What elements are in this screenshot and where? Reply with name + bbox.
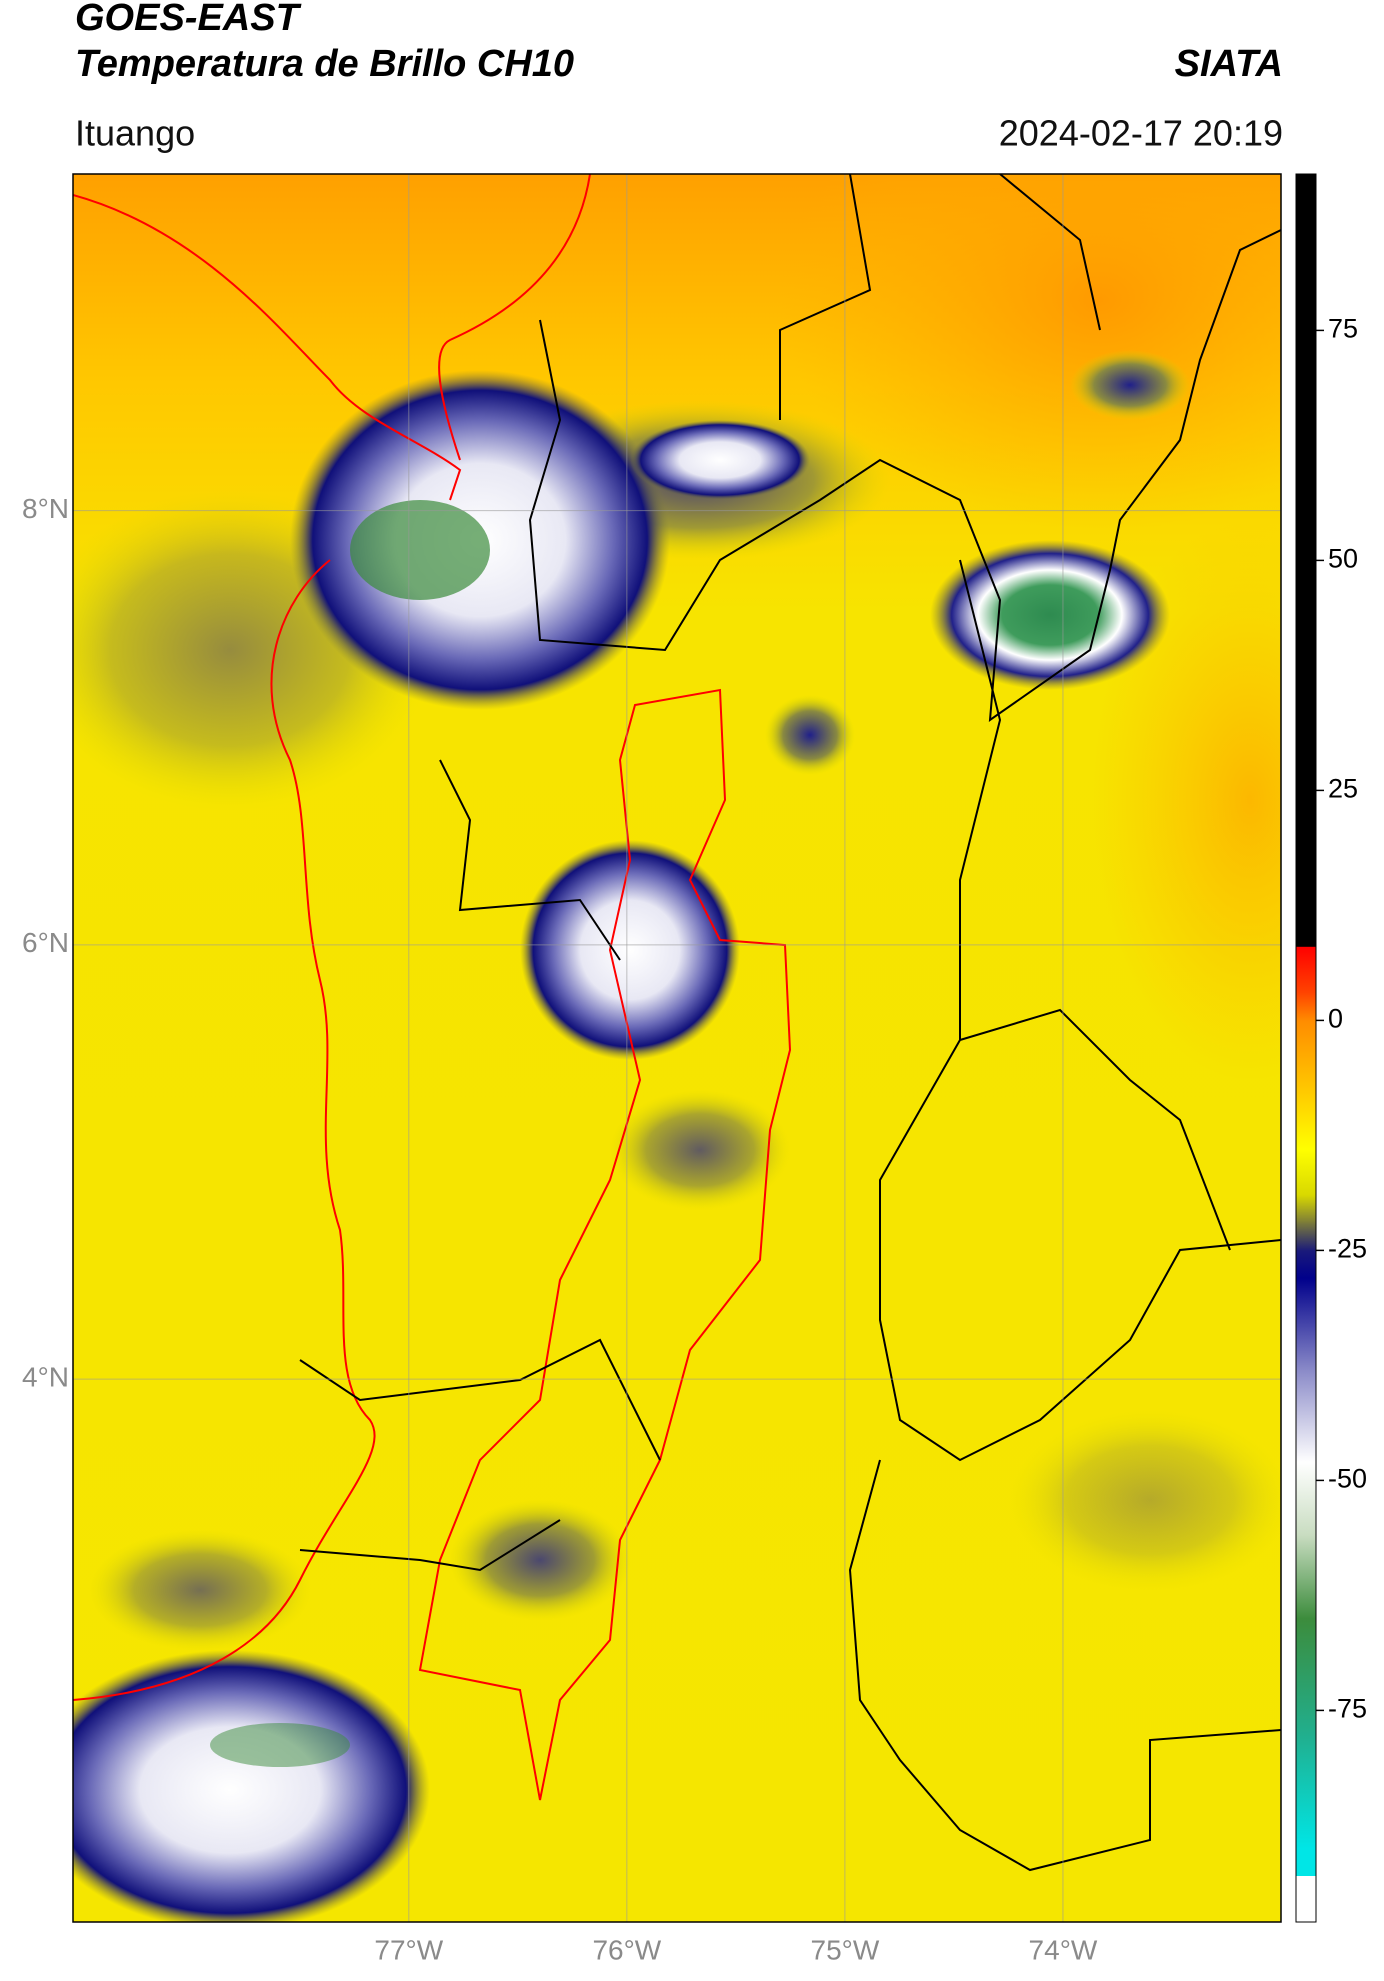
x-tick-label: 75°W xyxy=(811,1934,880,1965)
colorbar-label: -25 xyxy=(1328,1234,1367,1264)
satellite-image xyxy=(73,174,1281,1922)
datetime: 2024-02-17 20:19 xyxy=(999,113,1283,154)
x-tick-label: 77°W xyxy=(374,1934,443,1965)
colorbar-segment xyxy=(1296,1848,1316,1877)
cloud xyxy=(520,840,740,1060)
location: Ituango xyxy=(75,113,195,154)
colorbar-segment xyxy=(1296,1370,1316,1463)
cloud xyxy=(73,1650,430,1922)
colorbar-segment xyxy=(1296,1462,1316,1537)
map-frame xyxy=(72,173,1282,1923)
cloud xyxy=(765,695,855,775)
colorbar-segment xyxy=(1296,946,1316,994)
cloud xyxy=(630,420,810,500)
colorbar-segment xyxy=(1296,1738,1316,1849)
storm xyxy=(930,540,1170,690)
colorbar-label: 75 xyxy=(1328,314,1358,344)
cloud xyxy=(1070,350,1190,420)
cloud xyxy=(610,1090,790,1210)
source: SIATA xyxy=(1175,43,1283,85)
colorbar-label: 50 xyxy=(1328,544,1358,574)
colorbar-label: -75 xyxy=(1328,1694,1367,1724)
colorbar-segment xyxy=(1296,1020,1316,1095)
cloud-core xyxy=(350,500,490,600)
y-tick-label: 4°N xyxy=(22,1362,69,1393)
colorbar-frame xyxy=(1295,173,1317,1923)
subtitle: Temperatura de Brillo CH10 xyxy=(75,43,574,85)
cloud xyxy=(450,1500,630,1620)
warm-area xyxy=(780,174,1281,530)
x-tick-label: 76°W xyxy=(592,1934,661,1965)
coastline xyxy=(73,559,376,1701)
colorbar-segment xyxy=(1296,1149,1316,1196)
colorbar-segment xyxy=(1296,1876,1316,1923)
title: GOES-EAST xyxy=(75,0,302,39)
y-tick-label: 6°N xyxy=(22,927,69,958)
colorbar-label: 25 xyxy=(1328,774,1358,804)
colorbar-segment xyxy=(1296,1618,1316,1739)
border xyxy=(299,174,1281,1872)
y-tick-label: 8°N xyxy=(22,493,69,524)
colorbar-segment xyxy=(1296,174,1316,948)
colorbar-segment xyxy=(1296,1278,1316,1371)
department-border xyxy=(418,688,792,1801)
cloud xyxy=(90,1530,310,1650)
colorbar-segment xyxy=(1296,1250,1316,1279)
coastline xyxy=(73,174,591,501)
colorbar-segment xyxy=(1296,1094,1316,1150)
cloud-core xyxy=(210,1723,350,1767)
haze xyxy=(1010,1410,1281,1590)
colorbar-segment xyxy=(1296,1222,1316,1251)
colorbar-segment xyxy=(1296,1195,1316,1224)
colorbar-segment xyxy=(1296,992,1316,1021)
colorbar-segment xyxy=(1296,1535,1316,1619)
x-tick-label: 74°W xyxy=(1029,1934,1098,1965)
colorbar-label: -50 xyxy=(1328,1464,1367,1494)
colorbar-label: 0 xyxy=(1328,1004,1343,1034)
